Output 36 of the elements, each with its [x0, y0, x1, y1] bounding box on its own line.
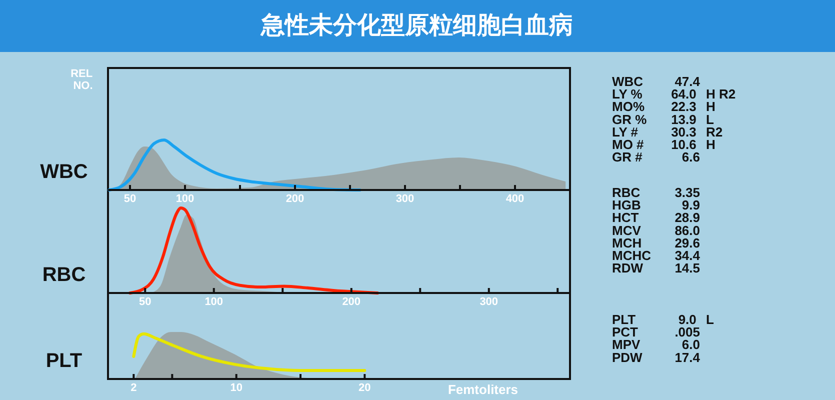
text: LY # 30.3 R2: [612, 124, 723, 140]
x-tick-label: 300: [480, 296, 498, 308]
text: RBC 3.35: [612, 185, 700, 200]
text: GR % 13.9 L: [612, 112, 714, 127]
chart-title: 急性未分化型原粒细胞白血病: [260, 11, 573, 39]
x-tick-label: 300: [396, 193, 414, 205]
y-axis-title: PLT: [46, 350, 82, 372]
x-tick-label: 50: [139, 296, 152, 308]
y-axis-title: RBC: [42, 264, 86, 286]
text: MPV 6.0: [612, 337, 700, 352]
x-tick-label: 100: [204, 296, 224, 308]
x-tick-label: 200: [342, 296, 361, 308]
text: HGB 9.9: [612, 198, 700, 213]
x-tick-label: 200: [286, 193, 304, 205]
y-axis-title: WBC: [40, 161, 88, 183]
x-tick-label: 2: [130, 382, 137, 394]
text: RDW 14.5: [612, 260, 700, 276]
text: HCT 28.9: [612, 210, 700, 226]
text: MCHC 34.4: [612, 248, 700, 263]
x-tick-label: 100: [176, 193, 194, 205]
text: PLT 9.0 L: [612, 312, 714, 327]
text: PCT .005: [612, 324, 700, 340]
text: REL NO.: [70, 68, 96, 92]
text: MCH 29.6: [612, 235, 700, 250]
text: PDW 17.4: [612, 350, 700, 365]
x-tick-label: 50: [124, 193, 136, 205]
x-tick-label: 10: [230, 382, 242, 394]
text: MCV 86.0: [612, 222, 700, 238]
x-tick-label: 20: [358, 382, 371, 394]
x-tick-label: 400: [506, 193, 524, 205]
text: GR # 6.6: [612, 150, 700, 165]
text: MO% 22.3 H: [612, 99, 716, 114]
text: WBC 47.4: [612, 74, 700, 89]
text: LY % 64.0 H R2: [612, 86, 736, 102]
text: MO # 10.6 H: [612, 137, 716, 152]
x-axis-title: Femtoliters: [448, 382, 518, 397]
